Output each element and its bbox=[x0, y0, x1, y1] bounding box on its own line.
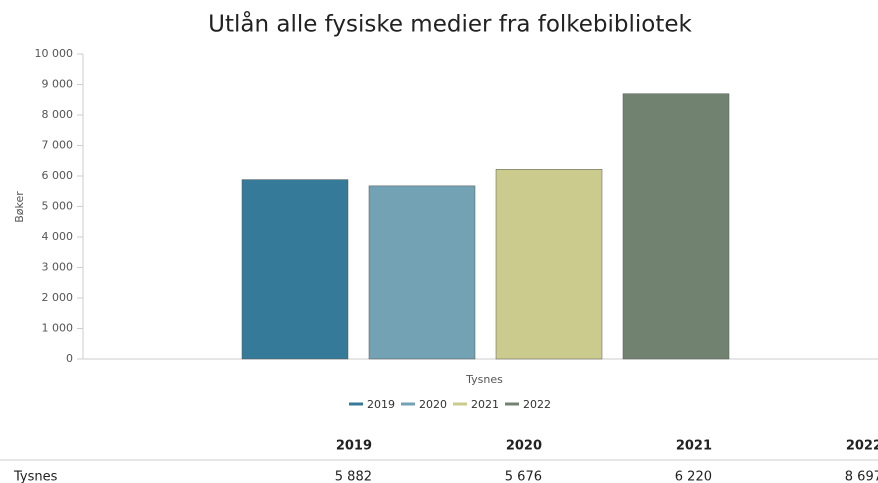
table-cell: 8 697 bbox=[845, 470, 878, 483]
bar bbox=[622, 93, 730, 360]
table-header: 2021 bbox=[676, 439, 712, 454]
legend-label: 2020 bbox=[419, 398, 447, 411]
x-tick-label: Tysnes bbox=[465, 373, 503, 386]
y-tick-label: 8 000 bbox=[42, 108, 74, 121]
bar bbox=[241, 179, 349, 360]
y-tick-label: 2 000 bbox=[42, 291, 74, 304]
y-tick-label: 6 000 bbox=[42, 169, 74, 182]
y-tick-label: 3 000 bbox=[42, 261, 74, 274]
y-tick-label: 4 000 bbox=[42, 230, 74, 243]
legend-label: 2019 bbox=[367, 398, 395, 411]
table-cell: 5 676 bbox=[505, 470, 542, 483]
legend-label: 2022 bbox=[523, 398, 551, 411]
y-tick-label: 9 000 bbox=[42, 78, 74, 91]
y-tick-label: 5 000 bbox=[42, 200, 74, 213]
table-header: 2019 bbox=[336, 439, 372, 454]
table-header: 2022 bbox=[846, 439, 878, 454]
table-row-label: Tysnes bbox=[13, 470, 58, 483]
y-tick-label: 0 bbox=[66, 352, 73, 365]
y-tick-label: 7 000 bbox=[42, 139, 74, 152]
bar bbox=[368, 185, 476, 360]
chart-title: Utlån alle fysiske medier fra folkebibli… bbox=[208, 10, 692, 38]
y-tick-label: 1 000 bbox=[42, 322, 74, 335]
bar bbox=[495, 169, 603, 360]
table-header: 2020 bbox=[506, 439, 542, 454]
table-cell: 6 220 bbox=[675, 470, 712, 483]
table-cell: 5 882 bbox=[335, 470, 372, 483]
y-tick-label: 10 000 bbox=[35, 47, 74, 60]
y-axis-label: Bøker bbox=[13, 191, 26, 223]
legend-label: 2021 bbox=[471, 398, 499, 411]
